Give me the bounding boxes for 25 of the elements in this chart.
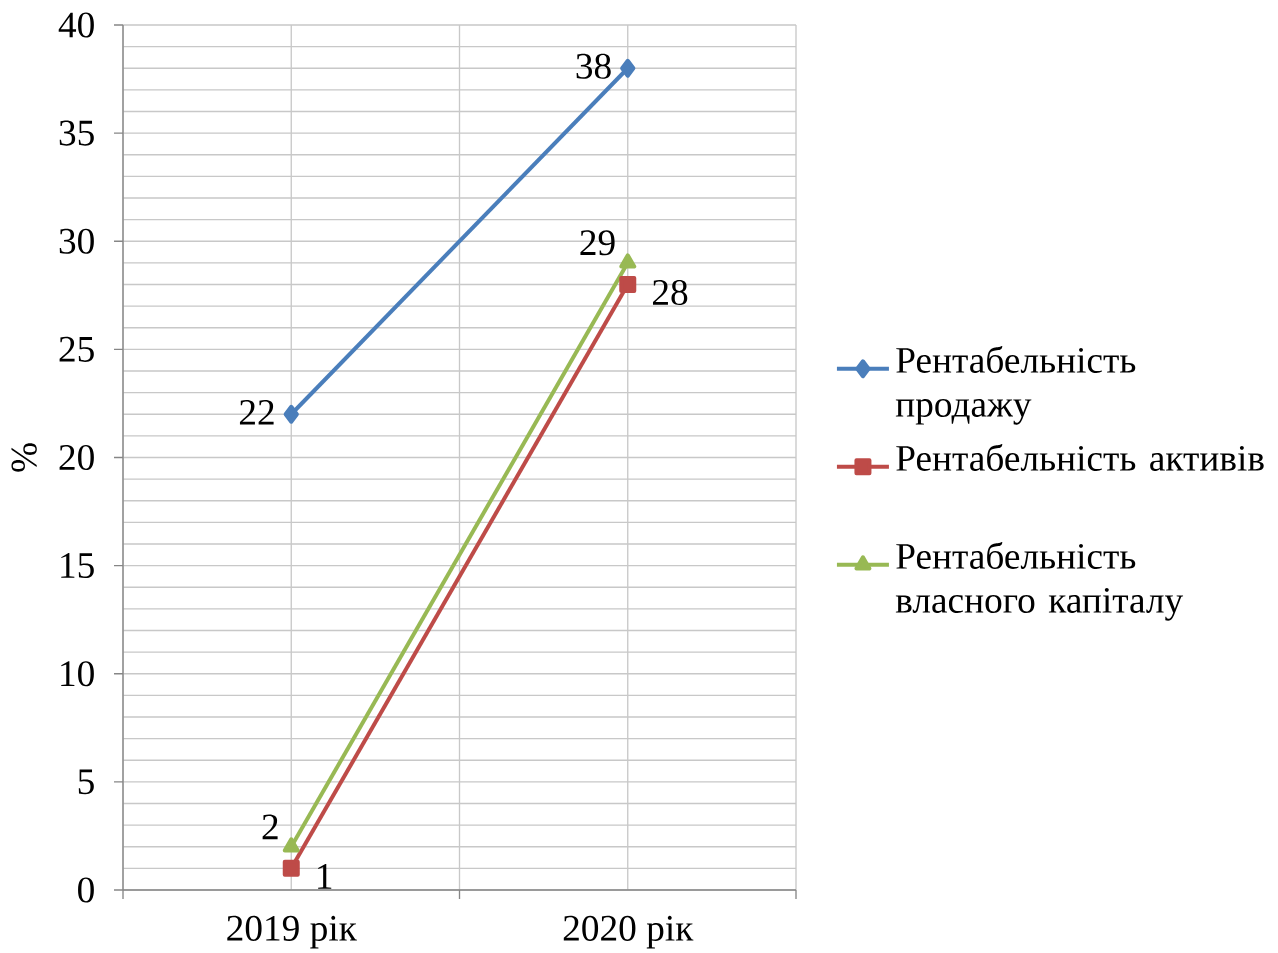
y-tick-label: 10 bbox=[61, 661, 94, 687]
y-tick-label: 15 bbox=[61, 553, 94, 579]
data-label: 1 bbox=[318, 864, 332, 889]
y-tick-label: 20 bbox=[59, 444, 94, 471]
data-label: 22 bbox=[239, 399, 274, 425]
legend-label: Рентабельність активів bbox=[896, 443, 1264, 471]
x-tick-label: 2019 рік bbox=[227, 915, 357, 949]
point bbox=[619, 275, 637, 293]
y-tick-label: 40 bbox=[58, 12, 94, 38]
legend-label: Рентабельність власного капіталу bbox=[895, 541, 1184, 621]
point bbox=[283, 404, 299, 424]
data-label: 2 bbox=[262, 814, 278, 840]
x-tick-label: 2020 рік bbox=[563, 915, 694, 949]
point bbox=[620, 58, 636, 78]
y-tick-label: 30 bbox=[59, 228, 94, 254]
y-tick-label: 0 bbox=[78, 877, 94, 903]
y-tick-label: 35 bbox=[59, 120, 94, 146]
y-tick-label: 25 bbox=[59, 336, 94, 362]
data-label: 38 bbox=[576, 53, 611, 79]
data-label: 28 bbox=[652, 279, 688, 306]
y-axis-title: % bbox=[11, 443, 37, 472]
data-label: 29 bbox=[580, 230, 615, 256]
point bbox=[282, 859, 300, 877]
legend-label: Рентабельність продажу bbox=[895, 345, 1136, 425]
y-tick-label: 5 bbox=[78, 769, 94, 795]
